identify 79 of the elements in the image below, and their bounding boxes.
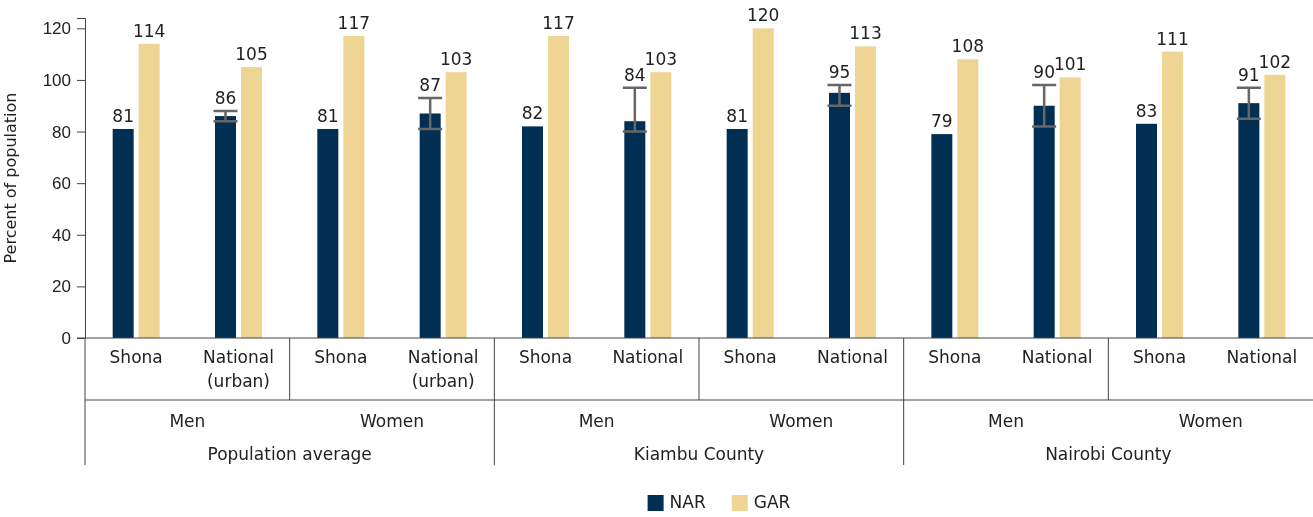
text: Women	[769, 411, 834, 431]
data-label: 83	[1135, 100, 1158, 121]
bar	[1162, 51, 1183, 338]
data-label: 95	[828, 62, 851, 83]
data-label: 81	[726, 105, 748, 126]
legend-label: NAR	[669, 492, 706, 512]
bar	[957, 59, 979, 338]
x-tick-label: National	[612, 347, 684, 367]
bar	[1033, 105, 1055, 338]
bar	[650, 72, 672, 338]
text: Women	[1178, 411, 1243, 431]
x-tick-label: Shona	[314, 347, 368, 367]
text: Men	[988, 411, 1024, 431]
text: Men	[169, 411, 206, 431]
data-label: 79	[931, 111, 953, 132]
x-tick-label: Shona	[109, 347, 163, 367]
bar	[1264, 74, 1286, 338]
bar	[1059, 77, 1081, 338]
text: Women	[359, 411, 425, 431]
legend-label: GAR	[753, 492, 791, 512]
data-label: 103	[439, 49, 473, 70]
bar	[624, 121, 646, 338]
bar	[112, 128, 134, 338]
x-tick-label: Shona	[928, 347, 982, 367]
x-tick-label: National	[817, 347, 888, 367]
bar	[548, 36, 569, 338]
data-label: 86	[214, 87, 237, 108]
data-label: 111	[1156, 28, 1189, 49]
y-tick-label: 80	[52, 122, 71, 142]
x-tick-label: Shona	[723, 347, 777, 367]
data-label: 81	[112, 105, 134, 126]
y-tick-label: 120	[42, 19, 71, 39]
x-tick-label: National	[1021, 347, 1093, 367]
data-label: 117	[337, 13, 371, 34]
bar	[343, 36, 365, 338]
text: Nairobi County	[1045, 444, 1172, 464]
data-label: 113	[849, 23, 882, 44]
bar	[241, 67, 262, 338]
data-label: 90	[1033, 62, 1055, 83]
data-label: 120	[746, 5, 780, 26]
bar	[138, 43, 160, 338]
y-tick-label: 0	[61, 328, 71, 348]
data-label: 91	[1238, 64, 1260, 85]
bar	[855, 46, 876, 338]
data-label: 102	[1258, 51, 1292, 72]
data-label: 103	[644, 49, 678, 70]
y-tick-label: 100	[42, 70, 71, 90]
y-tick-label: 40	[52, 225, 71, 245]
data-label: 84	[624, 64, 646, 85]
bar	[931, 134, 953, 338]
bar	[1136, 123, 1157, 338]
data-label: 105	[235, 44, 268, 65]
text: Population average	[207, 444, 372, 464]
y-tick-label: 60	[52, 174, 71, 194]
data-label: 82	[521, 103, 544, 124]
bar	[419, 113, 441, 338]
bar	[215, 116, 236, 338]
x-tick-label: Shona	[518, 347, 573, 367]
bar	[726, 128, 748, 338]
data-label: 108	[951, 36, 985, 57]
x-tick-label: National (urban)	[203, 347, 274, 391]
bar	[752, 28, 774, 338]
x-tick-label: National	[1226, 347, 1298, 367]
data-label: 81	[317, 105, 339, 126]
data-label: 87	[419, 75, 441, 95]
bar	[1238, 103, 1260, 338]
data-label: 117	[542, 13, 575, 34]
text: Kiambu County	[633, 444, 765, 464]
x-tick-label: National (urban)	[407, 347, 479, 391]
data-label: 114	[132, 20, 166, 41]
bar	[522, 126, 543, 338]
bar	[445, 72, 467, 338]
data-label: 101	[1053, 54, 1087, 75]
y-tick-label: 20	[52, 277, 71, 297]
y-axis-title: Percent of population	[1, 92, 20, 264]
bar	[829, 92, 850, 338]
x-tick-label: Shona	[1132, 347, 1187, 367]
bar	[317, 128, 339, 338]
text: Men	[578, 411, 615, 431]
